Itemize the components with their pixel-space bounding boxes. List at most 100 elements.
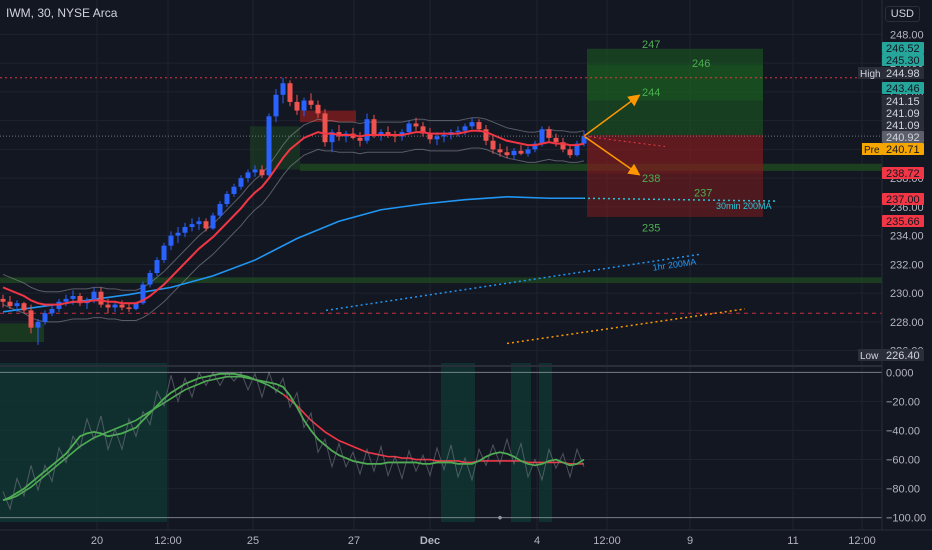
target-label: 244: [642, 87, 660, 99]
price-label-bg: [882, 119, 924, 131]
price-label-bg: [882, 143, 924, 155]
bullish-arrow: [583, 94, 641, 137]
candle-body: [203, 221, 209, 229]
oscillator-tick-label: −40.00: [886, 425, 920, 437]
candle-body: [112, 304, 118, 308]
price-label: 241.15: [882, 95, 924, 108]
candle-body: [126, 307, 132, 309]
candle-body: [154, 260, 160, 273]
stop-box: [587, 135, 763, 217]
time-tick-label: Dec: [420, 535, 440, 547]
candle-body: [91, 291, 97, 301]
oscillator-raw-line: [2, 370, 585, 511]
oscillator-tick-label: −80.00: [886, 484, 920, 496]
price-label-tag-bg: [862, 143, 882, 155]
currency-badge[interactable]: USD: [884, 6, 920, 22]
price-label-tag: Pre: [864, 145, 880, 156]
target-box-inner: [587, 64, 763, 101]
candle-body: [245, 172, 251, 179]
price-label-bg: [882, 215, 924, 227]
price-label-value: 244.98: [886, 68, 920, 80]
candle-body: [21, 303, 27, 311]
candle-body: [7, 301, 13, 307]
time-tick-label: 27: [348, 535, 360, 547]
price-label: High 244.98: [858, 67, 924, 80]
ema-fast-line: [2, 129, 585, 306]
target-label: 238: [642, 173, 660, 185]
candle-body: [266, 116, 272, 176]
candle-body: [567, 149, 573, 156]
candle-body: [322, 113, 328, 143]
candle-body: [238, 178, 244, 187]
candle-body: [133, 303, 139, 309]
price-label-value: 243.46: [886, 83, 920, 95]
price-label-value: 235.66: [886, 216, 920, 228]
candle-body: [406, 123, 412, 133]
candle-body: [532, 143, 538, 150]
candle-body: [210, 215, 216, 229]
price-label-tag-bg: [858, 67, 882, 79]
price-label-value: 226.40: [886, 350, 920, 362]
support-zone: [0, 323, 44, 342]
time-tick-label: 12:00: [593, 535, 621, 547]
candle-body: [434, 136, 440, 140]
target-label: 247: [642, 39, 660, 51]
support-band-lower: [0, 277, 882, 284]
candle-body: [42, 313, 48, 322]
oscillator-slow-line: [2, 375, 284, 501]
price-label-value: 241.15: [886, 96, 920, 108]
oscillator-tick-label: −60.00: [886, 455, 920, 467]
supply-zone: [300, 110, 356, 123]
candle-body: [280, 83, 286, 95]
candle-body: [518, 150, 524, 154]
candle-body: [28, 310, 34, 328]
candle-body: [224, 193, 230, 204]
candle-body: [175, 232, 181, 236]
candle-body: [371, 119, 377, 135]
price-label-tag-bg: [858, 349, 882, 361]
price-tick-label: 228.00: [890, 317, 924, 329]
price-label-value: 241.09: [886, 120, 920, 132]
price-label-bg: [882, 42, 924, 54]
price-label: 243.46: [882, 82, 924, 95]
candle-body: [308, 100, 314, 105]
candle-body: [119, 304, 125, 308]
candle-body: [511, 150, 517, 156]
price-label: 237.00: [882, 193, 924, 206]
price-label-bg: [882, 193, 924, 205]
price-label-bg: [882, 349, 924, 361]
candle-body: [581, 136, 587, 144]
candle-body: [182, 227, 188, 233]
candle-body: [553, 137, 559, 143]
candle-body: [168, 235, 174, 246]
time-tick-label: 12:00: [154, 535, 182, 547]
price-label: Low 226.40: [858, 349, 924, 362]
price-tick-label: 234.00: [890, 231, 924, 243]
oscillator-highlight-zone: [441, 363, 475, 522]
candle-body: [329, 132, 335, 143]
price-label: 238.72: [882, 167, 924, 180]
candle-body: [294, 101, 300, 111]
price-label: Pre 240.71: [862, 143, 924, 156]
candle-body: [364, 119, 370, 141]
time-tick-label: 25: [247, 535, 259, 547]
candle-body: [301, 100, 307, 111]
price-tick-label: 230.00: [890, 288, 924, 300]
time-tick-label: 9: [687, 535, 693, 547]
candle-body: [273, 94, 279, 117]
symbol-title[interactable]: IWM, 30, NYSE Arca: [6, 6, 118, 20]
candle-body: [259, 169, 265, 176]
time-tick-label: 4: [534, 535, 540, 547]
price-label-value: 240.92: [886, 132, 920, 144]
price-label-bg: [882, 67, 924, 79]
oscillator-highlight-zone: [0, 363, 167, 522]
oscillator-marker: [498, 515, 502, 520]
price-label: 246.52: [882, 42, 924, 55]
price-label-bg: [882, 107, 924, 119]
price-label-value: 245.30: [886, 55, 920, 67]
price-label-tag: High: [860, 69, 881, 80]
candle-body: [413, 123, 419, 127]
time-tick-label: 12:00: [848, 535, 876, 547]
price-label: 240.92: [882, 131, 924, 144]
